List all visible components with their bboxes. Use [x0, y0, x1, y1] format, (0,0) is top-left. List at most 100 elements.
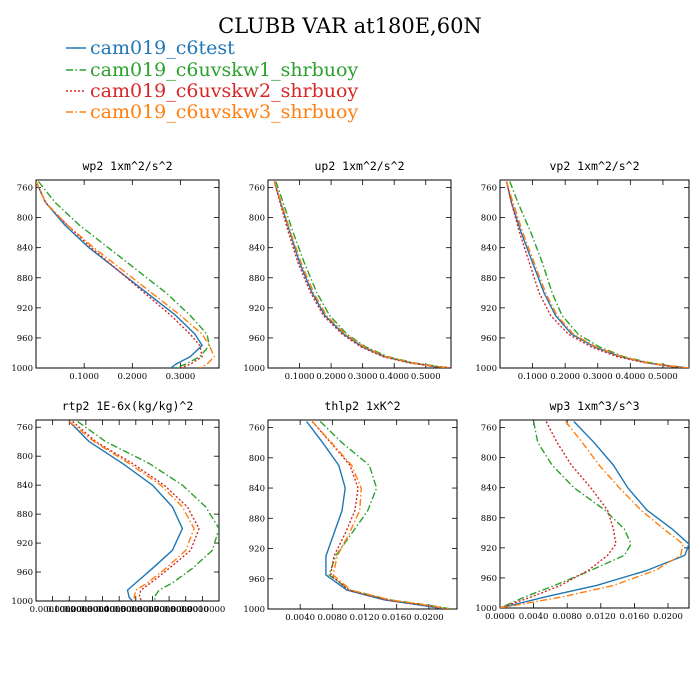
ytick-label-2-2: 840: [481, 244, 497, 254]
xtick-label-2-2: 0.3000: [583, 372, 613, 382]
xtick-label-1-4: 0.5000: [411, 372, 441, 382]
xtick-label-5-5: 0.0200: [653, 612, 683, 622]
series-line-5-3: [500, 421, 684, 608]
panel-title-2: vp2 1xm^2/s^2: [549, 159, 639, 173]
xtick-label-3-0: 0.0001000: [30, 605, 76, 615]
ytick-label-5-5: 960: [481, 574, 497, 584]
xtick-label-3-1: 0.0002000: [46, 605, 92, 615]
xtick-label-4-4: 0.0200: [414, 613, 444, 623]
series-line-0-0: [36, 181, 203, 368]
ytick-label-2-3: 880: [481, 274, 497, 284]
xtick-label-2-4: 0.5000: [648, 372, 678, 382]
series-line-0-3: [36, 181, 215, 368]
ytick-label-5-6: 1000: [475, 604, 497, 614]
xtick-label-2-0: 0.1000: [518, 372, 548, 382]
series-line-1-3: [273, 181, 451, 368]
xtick-label-3-6: 0.0007000: [129, 605, 175, 615]
panel-3: rtp2 1E-6x(kg/kg)^2 760 800 840 880 920 960 100…: [11, 399, 225, 615]
xtick-label-3-3: 0.0004000: [80, 605, 126, 615]
xtick-label-5-0: 0.0000: [485, 612, 515, 622]
xtick-label-5-1: 0.0040: [519, 612, 549, 622]
ytick-label-1-2: 840: [249, 244, 265, 254]
ytick-label-2-0: 760: [481, 184, 497, 194]
ytick-label-1-1: 800: [249, 214, 265, 224]
series-line-3-1: [77, 420, 219, 601]
ytick-label-2-5: 960: [481, 334, 497, 344]
legend-label-0: cam019_c6test: [90, 37, 235, 59]
panel-frame-2: [499, 179, 690, 369]
series-line-4-0: [306, 421, 446, 609]
panel-frame-0: [35, 179, 220, 369]
xtick-label-3-5: 0.0006000: [113, 605, 159, 615]
series-line-1-0: [273, 181, 451, 368]
xtick-label-4-0: 0.0040: [285, 613, 315, 623]
figure-title: CLUBB VAR at180E,60N: [218, 14, 482, 38]
ytick-label-3-4: 920: [17, 539, 33, 549]
panel-frame-3: [35, 419, 220, 602]
xtick-label-4-1: 0.0080: [317, 613, 347, 623]
xtick-label-3-4: 0.0005000: [96, 605, 142, 615]
ytick-label-3-2: 840: [17, 481, 33, 491]
series-line-4-3: [311, 421, 450, 609]
series-line-3-3: [68, 420, 195, 601]
panel-frame-5: [499, 419, 690, 609]
ytick-label-3-0: 760: [17, 423, 33, 433]
panel-0: wp2 1xm^2/s^2 760 800 840 880 920 960 1000 0.100…: [11, 159, 220, 382]
xtick-label-4-2: 0.0120: [350, 613, 380, 623]
xtick-label-0-2: 0.3000: [166, 372, 196, 382]
panel-frame-1: [267, 179, 452, 369]
ytick-label-4-6: 1000: [243, 605, 265, 615]
ytick-label-3-1: 800: [17, 452, 33, 462]
xtick-label-1-0: 0.1000: [285, 372, 315, 382]
series-line-2-3: [505, 181, 689, 368]
ytick-label-0-1: 800: [17, 214, 33, 224]
panels: wp2 1xm^2/s^2 760 800 840 880 920 960 1000 0.100…: [11, 159, 690, 623]
ytick-label-5-4: 920: [481, 544, 497, 554]
series-line-4-2: [311, 421, 447, 609]
xtick-label-3-8: 0.0009000: [163, 605, 209, 615]
ytick-label-3-6: 1000: [11, 597, 33, 607]
xtick-label-1-1: 0.2000: [316, 372, 346, 382]
series-line-5-0: [500, 421, 689, 608]
panel-5: wp3 1xm^3/s^3 760 800 840 880 920 960 10000.000…: [475, 399, 690, 622]
xtick-label-5-3: 0.0120: [586, 612, 616, 622]
panel-title-3: rtp2 1E-6x(kg/kg)^2: [62, 399, 194, 413]
series-line-5-1: [500, 421, 632, 608]
ytick-label-4-1: 800: [249, 454, 265, 464]
xtick-label-2-1: 0.2000: [550, 372, 580, 382]
panel-1: up2 1xm^2/s^2 760 800 840 880 920 960 1000 0.100…: [243, 159, 452, 382]
panel-title-0: wp2 1xm^2/s^2: [82, 159, 172, 173]
xtick-label-0-0: 0.1000: [69, 372, 99, 382]
panel-title-4: thlp2 1xK^2: [324, 399, 400, 413]
ytick-label-1-0: 760: [249, 184, 265, 194]
panel-frame-4: [267, 419, 458, 610]
ytick-label-3-3: 880: [17, 510, 33, 520]
series-line-0-1: [37, 181, 211, 368]
xtick-label-2-3: 0.4000: [615, 372, 645, 382]
ytick-label-5-3: 880: [481, 514, 497, 524]
panel-title-1: up2 1xm^2/s^2: [314, 159, 404, 173]
ytick-label-4-3: 880: [249, 514, 265, 524]
xtick-label-1-2: 0.3000: [348, 372, 378, 382]
legend: cam019_c6test cam019_c6uvskw1_shrbuoy ca…: [66, 37, 358, 123]
ytick-label-4-0: 760: [249, 424, 265, 434]
xtick-label-3-7: 0.0008000: [146, 605, 192, 615]
ytick-label-0-2: 840: [17, 244, 33, 254]
series-line-1-1: [275, 181, 451, 368]
ytick-label-0-3: 880: [17, 274, 33, 284]
ytick-label-1-5: 960: [249, 334, 265, 344]
ytick-label-4-2: 840: [249, 484, 265, 494]
xtick-label-1-3: 0.4000: [379, 372, 409, 382]
xtick-label-4-3: 0.0160: [382, 613, 412, 623]
ytick-label-0-6: 1000: [11, 364, 33, 374]
series-line-1-2: [273, 181, 451, 368]
series-line-3-2: [72, 420, 200, 601]
legend-label-2: cam019_c6uvskw2_shrbuoy: [90, 80, 358, 102]
ytick-label-4-5: 960: [249, 575, 265, 585]
series-line-5-2: [500, 421, 617, 608]
legend-label-1: cam019_c6uvskw1_shrbuoy: [90, 59, 358, 81]
xtick-label-5-4: 0.0160: [620, 612, 650, 622]
ytick-label-0-0: 760: [17, 184, 33, 194]
